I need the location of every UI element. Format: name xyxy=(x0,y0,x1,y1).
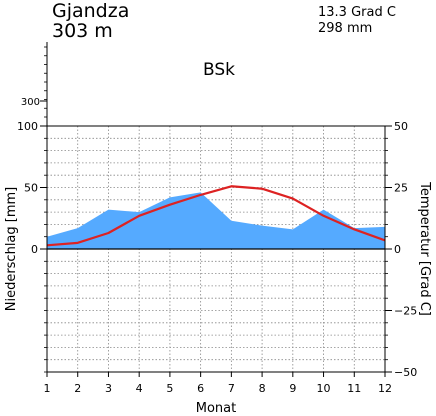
annual-temperature: 13.3 Grad C xyxy=(318,5,396,20)
annual-precipitation: 298 mm xyxy=(318,21,373,36)
y-right-tick-label: 25 xyxy=(394,182,408,195)
x-tick-label: 8 xyxy=(259,382,266,395)
temperature-line-layer xyxy=(46,185,386,247)
x-tick-label: 6 xyxy=(197,382,204,395)
x-axis-label: Monat xyxy=(196,401,236,416)
y-right-tick-label: −50 xyxy=(394,366,417,379)
x-tick-label: 5 xyxy=(166,382,173,395)
upper-tick-label: 300 xyxy=(21,97,40,108)
precipitation-area-layer xyxy=(47,192,385,249)
x-tick-label: 4 xyxy=(136,382,143,395)
axis-labels: Monat Niederschlag [mm] Temperatur [Grad… xyxy=(4,181,432,416)
x-tick-label: 2 xyxy=(74,382,81,395)
left-axis-label: Niederschlag [mm] xyxy=(4,187,19,312)
y-right-tick-label: 50 xyxy=(394,120,408,133)
y-right-tick-label: 0 xyxy=(394,243,401,256)
x-tick-label: 1 xyxy=(44,382,51,395)
y-right-tick-label: −25 xyxy=(394,305,417,318)
station-name: Gjandza xyxy=(52,0,130,22)
station-elevation: 303 m xyxy=(52,20,113,42)
x-tick-label: 9 xyxy=(289,382,296,395)
y-left-tick-label: 50 xyxy=(24,182,38,195)
x-tick-label: 3 xyxy=(105,382,112,395)
x-tick-label: 10 xyxy=(317,382,331,395)
precipitation-area xyxy=(47,192,385,249)
climate-classification: BSk xyxy=(203,60,235,80)
y-left-tick-label: 0 xyxy=(31,243,38,256)
temperature-line xyxy=(46,185,386,247)
right-axis-label: Temperatur [Grad C] xyxy=(417,181,432,316)
upper-precip-axis: 300 xyxy=(21,42,48,126)
y-left-tick-label: 100 xyxy=(17,120,38,133)
x-tick-label: 7 xyxy=(228,382,235,395)
x-tick-label: 11 xyxy=(347,382,361,395)
x-tick-label: 12 xyxy=(378,382,392,395)
